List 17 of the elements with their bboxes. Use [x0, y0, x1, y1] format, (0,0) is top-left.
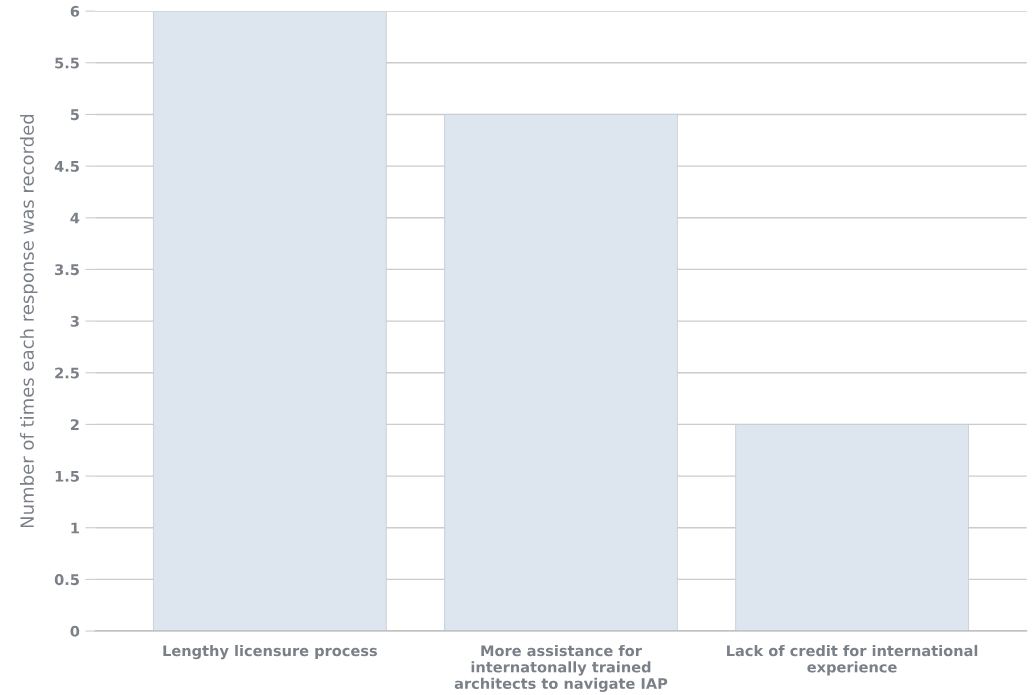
y-axis-title: Number of times each response was recorded — [19, 114, 38, 528]
y-tick-label: 6 — [70, 5, 80, 17]
y-tick-label: 2 — [70, 419, 79, 430]
x-tick-label: Lack of credit for international experience — [727, 644, 978, 676]
y-tick-label: 4 — [70, 212, 80, 224]
y-tick-label: 0.5 — [54, 574, 79, 586]
y-tick-label: 0 — [70, 625, 80, 637]
x-tick-label: Lengthy licensure process — [163, 644, 377, 660]
y-tick-label: 2.5 — [55, 367, 79, 379]
y-tick-label: 5 — [70, 109, 79, 121]
y-tick-label: 5.5 — [55, 57, 79, 69]
y-tick-label: 4.5 — [54, 161, 79, 172]
y-tick-label: 3.5 — [55, 264, 79, 276]
y-tick-label: 3 — [70, 315, 79, 327]
y-tick-label: 1 — [71, 522, 79, 534]
y-tick-label: 1.5 — [55, 470, 79, 482]
x-tick-label: More assistance for internatonally trained architects to navigate IAP — [454, 644, 668, 692]
